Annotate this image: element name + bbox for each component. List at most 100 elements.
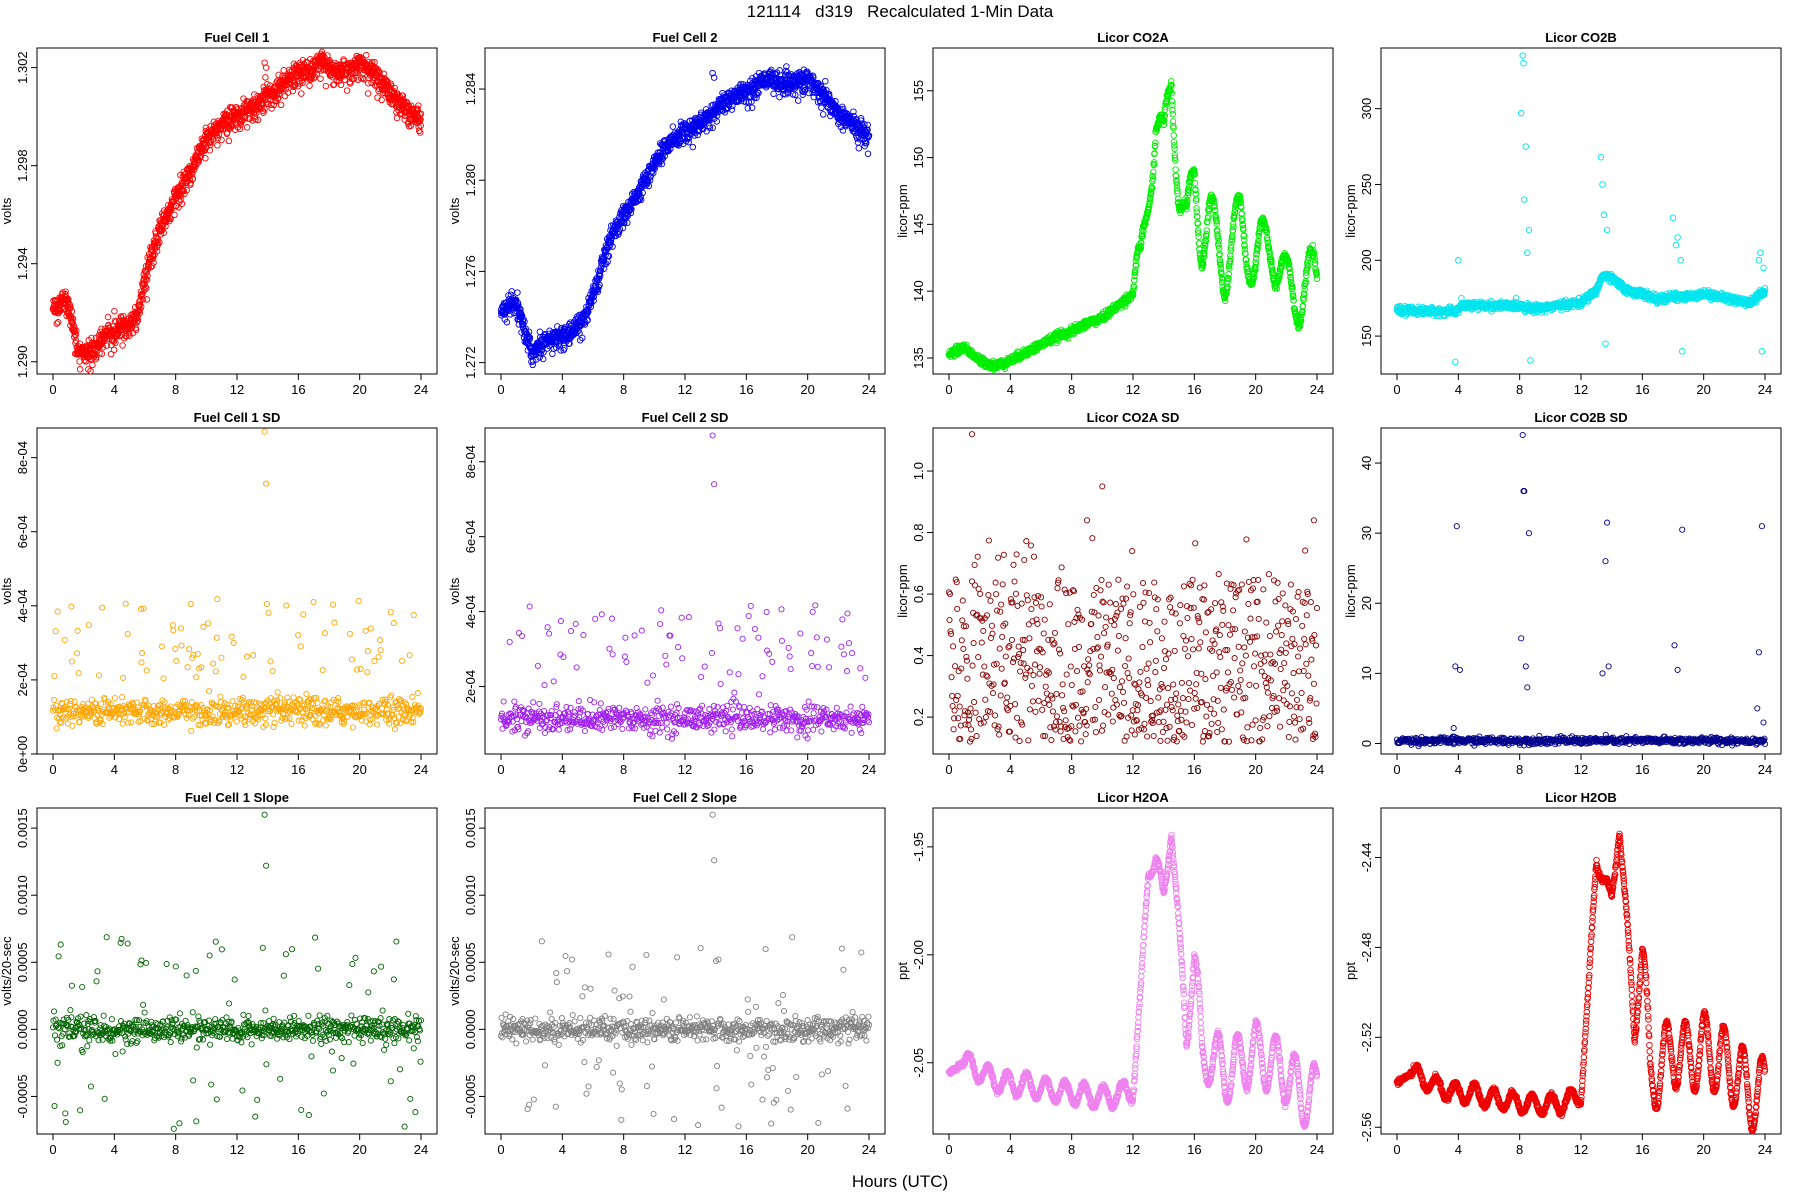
y-axis-label: volts — [447, 197, 462, 224]
y-tick-label: 200 — [1359, 249, 1374, 271]
x-tick-label: 16 — [1635, 382, 1649, 397]
data-point — [71, 328, 78, 335]
x-tick-label: 0 — [1393, 382, 1400, 397]
x-tick-label: 16 — [1187, 382, 1201, 397]
data-point — [1169, 101, 1176, 109]
x-tick-label: 20 — [800, 382, 814, 397]
data-point — [794, 97, 802, 104]
data-point — [262, 64, 270, 71]
data-point — [770, 90, 777, 98]
data-point — [111, 307, 118, 315]
y-tick-label: 155 — [911, 80, 926, 102]
x-tick-label: 4 — [559, 382, 566, 397]
data-point — [214, 142, 221, 149]
data-point — [162, 222, 169, 230]
y-tick-label: 250 — [1359, 174, 1374, 196]
data-point — [92, 353, 100, 361]
y-tick-label: 1.290 — [15, 345, 30, 378]
plot-frame — [932, 47, 1334, 375]
x-tick-label: 20 — [1696, 382, 1710, 397]
data-point — [103, 342, 110, 349]
data-point — [819, 111, 827, 118]
x-tick-label: 24 — [414, 382, 428, 397]
data-point — [822, 77, 829, 85]
x-tick-label: 0 — [945, 382, 952, 397]
data-point — [280, 67, 287, 74]
data-point — [1171, 145, 1178, 152]
x-tick-label: 24 — [1310, 382, 1324, 397]
data-point — [143, 296, 151, 303]
y-tick-label: 1.272 — [463, 346, 478, 379]
data-point — [132, 326, 140, 334]
data-point — [855, 144, 863, 152]
data-point — [69, 315, 77, 322]
x-tick-label: 16 — [291, 382, 305, 397]
y-tick-label: 1.276 — [463, 255, 478, 288]
data-point — [393, 114, 401, 122]
data-point — [62, 288, 69, 295]
y-tick-label: 135 — [911, 347, 926, 369]
data-point — [54, 319, 62, 326]
data-point — [53, 320, 61, 327]
data-point — [164, 214, 171, 222]
data-point — [67, 304, 74, 312]
data-point — [144, 272, 151, 279]
x-tick-label: 0 — [497, 382, 504, 397]
y-tick-label: 150 — [911, 147, 926, 169]
x-tick-label: 12 — [1574, 382, 1588, 397]
data-point — [1195, 240, 1203, 247]
data-point — [133, 310, 141, 317]
x-tick-label: 4 — [111, 382, 118, 397]
data-point — [63, 312, 70, 320]
data-point — [202, 155, 209, 162]
data-point — [317, 75, 324, 82]
y-tick-label: 1.294 — [15, 247, 30, 280]
data-point — [68, 307, 76, 315]
data-point — [104, 313, 112, 321]
y-tick-label: 1.302 — [15, 51, 30, 84]
data-point — [148, 262, 156, 270]
data-point — [142, 283, 149, 290]
data-point — [416, 129, 424, 136]
data-point — [87, 367, 94, 375]
data-point — [166, 214, 173, 222]
data-point — [167, 215, 174, 223]
data-point — [137, 303, 145, 310]
data-point — [107, 350, 115, 358]
y-tick-label: 150 — [1359, 325, 1374, 347]
data-point — [343, 87, 351, 94]
data-point — [225, 137, 233, 145]
data-point — [776, 93, 783, 101]
data-point — [136, 309, 143, 317]
data-point — [117, 313, 125, 320]
data-point — [70, 322, 77, 329]
data-point — [99, 343, 107, 351]
data-point — [1169, 110, 1177, 118]
data-point — [262, 74, 269, 81]
x-tick-label: 8 — [1516, 382, 1523, 397]
data-point — [363, 51, 370, 59]
data-point — [160, 229, 167, 237]
data-point — [110, 346, 118, 354]
data-point — [147, 263, 154, 271]
data-point — [72, 339, 79, 347]
figure-title: 121114 d319 Recalculated 1-Min Data — [746, 2, 1054, 21]
data-point — [275, 71, 282, 79]
x-tick-label: 12 — [1126, 382, 1140, 397]
y-tick-label: 300 — [1359, 98, 1374, 120]
data-point — [145, 263, 152, 271]
x-tick-label: 24 — [862, 382, 876, 397]
data-point — [514, 289, 521, 296]
panel-title: Licor CO2B — [1545, 30, 1617, 45]
data-point — [364, 90, 372, 97]
data-point — [322, 82, 330, 90]
data-point — [150, 259, 157, 266]
data-point — [1301, 286, 1308, 293]
data-point — [133, 319, 141, 326]
x-tick-label: 20 — [352, 382, 366, 397]
data-point — [168, 205, 175, 213]
data-point — [149, 255, 157, 262]
data-point — [153, 247, 161, 255]
